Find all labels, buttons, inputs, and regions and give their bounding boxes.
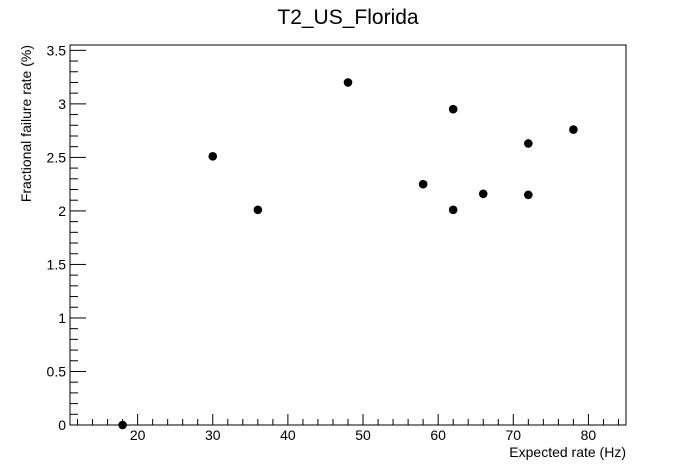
y-tick-label: 1 (58, 310, 66, 326)
data-point (253, 205, 263, 215)
plot-frame (69, 44, 627, 426)
y-tick-label: 0.5 (47, 363, 67, 379)
x-tick-label: 50 (355, 427, 371, 443)
x-tick-label: 80 (581, 427, 597, 443)
y-axis-label: Fractional failure rate (%) (18, 45, 34, 202)
data-point (569, 125, 578, 134)
y-tick-label: 3.5 (47, 42, 67, 58)
y-axis: 0 0.5 1 1.5 2 2.5 3 3.5 (47, 42, 86, 433)
y-tick-label: 1.5 (47, 256, 67, 272)
data-point (418, 179, 428, 189)
x-axis: 20 30 40 50 60 70 80 (77, 414, 619, 443)
data-point (524, 190, 533, 200)
y-tick-label: 2 (58, 203, 66, 219)
data-point (208, 152, 218, 161)
data-point (524, 139, 533, 148)
y-tick-label: 0 (58, 417, 66, 433)
y-tick-label: 3 (58, 96, 66, 112)
x-tick-label: 20 (130, 427, 146, 443)
data-point (478, 189, 488, 199)
chart-title: T2_US_Florida (277, 6, 419, 29)
data-point (118, 420, 127, 430)
x-tick-label: 30 (205, 427, 221, 443)
x-tick-label: 40 (280, 427, 296, 443)
data-point (448, 104, 458, 114)
data-points (118, 78, 578, 430)
data-point (448, 205, 458, 215)
x-tick-label: 70 (506, 427, 522, 443)
x-axis-label: Expected rate (Hz) (509, 444, 626, 460)
data-point (343, 78, 353, 87)
y-tick-label: 2.5 (47, 149, 67, 165)
x-tick-label: 60 (430, 427, 446, 443)
